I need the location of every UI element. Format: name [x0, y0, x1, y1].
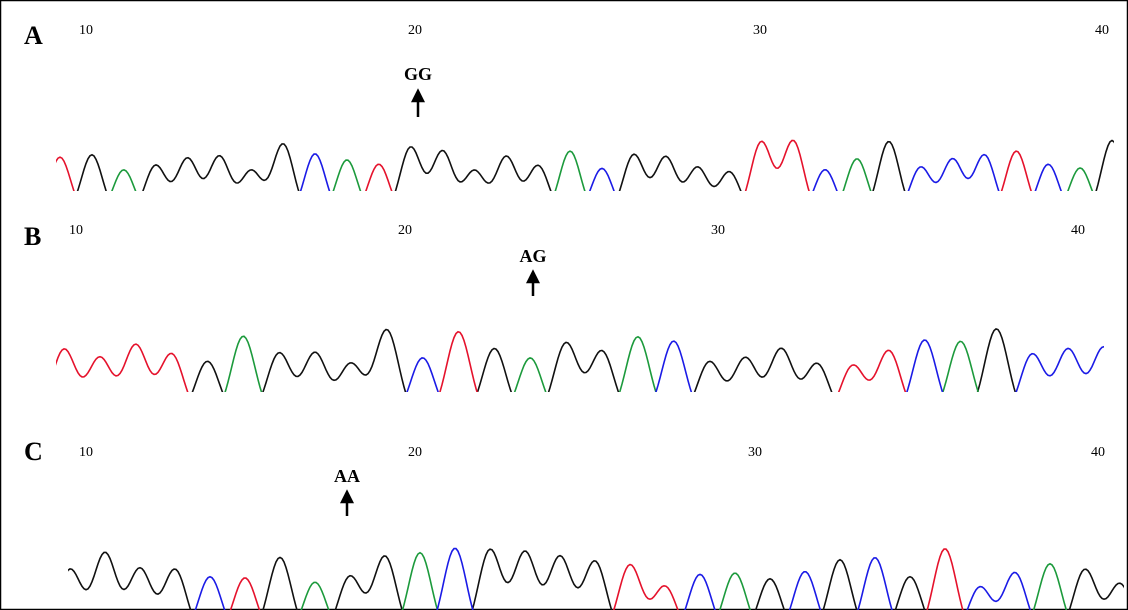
position: 30 [748, 445, 762, 460]
genotype: AG [520, 246, 547, 266]
panel-label: B [24, 222, 41, 251]
frame [1, 1, 1128, 610]
figure: A 10 20 30 40 GG B 10 20 30 40 AG C 10 2… [0, 0, 1128, 610]
position: 10 [79, 445, 93, 460]
position: 20 [398, 223, 412, 238]
genotype: AA [334, 466, 360, 486]
position: 40 [1091, 445, 1105, 460]
position: 10 [79, 23, 93, 38]
position: 20 [408, 445, 422, 460]
position: 30 [711, 223, 725, 238]
position: 40 [1071, 223, 1085, 238]
position: 30 [753, 23, 767, 38]
position: 20 [408, 23, 422, 38]
panel-label: A [24, 21, 43, 50]
panel-label: C [24, 437, 43, 466]
position: 10 [69, 223, 83, 238]
position: 40 [1095, 23, 1109, 38]
genotype: GG [404, 64, 432, 84]
